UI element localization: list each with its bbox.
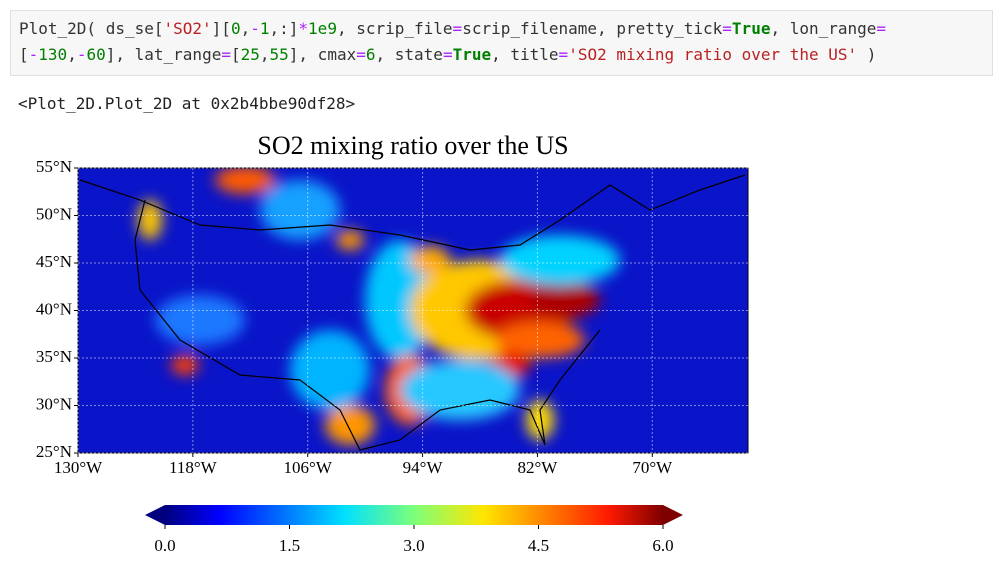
code-line: [-130,-60], lat_range=[25,55], cmax=6, s…	[19, 45, 876, 64]
code-token: scrip_filename, pretty_tick	[462, 19, 723, 38]
code-token: ,	[259, 45, 270, 64]
code-token: -	[76, 45, 87, 64]
code-token: 1	[259, 19, 270, 38]
code-token: ,:]	[269, 19, 299, 38]
colorbar-tick-label: 4.5	[528, 536, 549, 555]
code-token: 'SO2'	[163, 19, 212, 38]
code-token: =	[356, 45, 366, 64]
y-tick-label: 50°N	[36, 204, 72, 223]
code-token: Plot_2D( ds_se[	[19, 19, 164, 38]
code-token: 55	[269, 45, 289, 64]
code-token: 25	[240, 45, 260, 64]
x-tick-label: 118°W	[169, 458, 218, 477]
code-cell[interactable]: Plot_2D( ds_se['SO2'][0,-1,:]*1e9, scrip…	[10, 10, 993, 76]
code-token: 0	[230, 19, 241, 38]
y-tick-label: 40°N	[36, 299, 72, 318]
y-tick-label: 25°N	[36, 442, 72, 461]
map	[78, 168, 748, 453]
code-token: , state	[375, 45, 443, 64]
colorbar	[165, 505, 663, 525]
code-token: [	[230, 45, 241, 64]
code-token: -	[28, 45, 39, 64]
colorbar-tick-label: 6.0	[652, 536, 673, 555]
code-token: , title	[491, 45, 559, 64]
y-tick-label: 55°N	[36, 157, 72, 176]
code-token: , lon_range	[770, 19, 877, 38]
x-tick-label: 70°W	[632, 458, 673, 477]
code-token: =	[558, 45, 569, 64]
code-token: ,	[240, 19, 251, 38]
colorbar-tick-label: 0.0	[154, 536, 175, 555]
code-token: =	[221, 45, 231, 64]
x-tick-label: 106°W	[284, 458, 333, 477]
colorbar-tick-label: 1.5	[279, 536, 300, 555]
code-line: Plot_2D( ds_se['SO2'][0,-1,:]*1e9, scrip…	[19, 19, 886, 38]
code-token: 130	[38, 45, 68, 64]
x-tick-label: 130°W	[54, 458, 103, 477]
code-token: 6	[365, 45, 376, 64]
code-token: =	[452, 19, 463, 38]
output-text: <Plot_2D.Plot_2D at 0x2b4bbe90df28>	[18, 94, 356, 113]
code-token: ], cmax	[288, 45, 357, 64]
chart-title: SO2 mixing ratio over the US	[257, 131, 568, 160]
x-tick-label: 82°W	[518, 458, 559, 477]
code-token: =	[722, 19, 732, 38]
y-tick-label: 45°N	[36, 252, 72, 271]
code-token: *	[298, 19, 309, 38]
y-tick-label: 35°N	[36, 347, 72, 366]
code-token: 60	[86, 45, 106, 64]
x-tick-label: 94°W	[403, 458, 444, 477]
code-token: )	[857, 45, 877, 64]
colorbar-tick-label: 3.0	[403, 536, 424, 555]
code-token: [	[19, 45, 29, 64]
code-token: ][	[211, 19, 231, 38]
code-token: True	[452, 45, 492, 64]
y-tick-label: 30°N	[36, 394, 72, 413]
code-token: ,	[67, 45, 77, 64]
code-token: 1e9	[308, 19, 337, 38]
code-token: -	[250, 19, 260, 38]
code-token: =	[442, 45, 453, 64]
code-token: True	[731, 19, 771, 38]
code-token: =	[876, 19, 887, 38]
code-token: , scrip_file	[336, 19, 453, 38]
code-token: 'SO2 mixing ratio over the US'	[568, 45, 858, 64]
code-token: ], lat_range	[105, 45, 222, 64]
